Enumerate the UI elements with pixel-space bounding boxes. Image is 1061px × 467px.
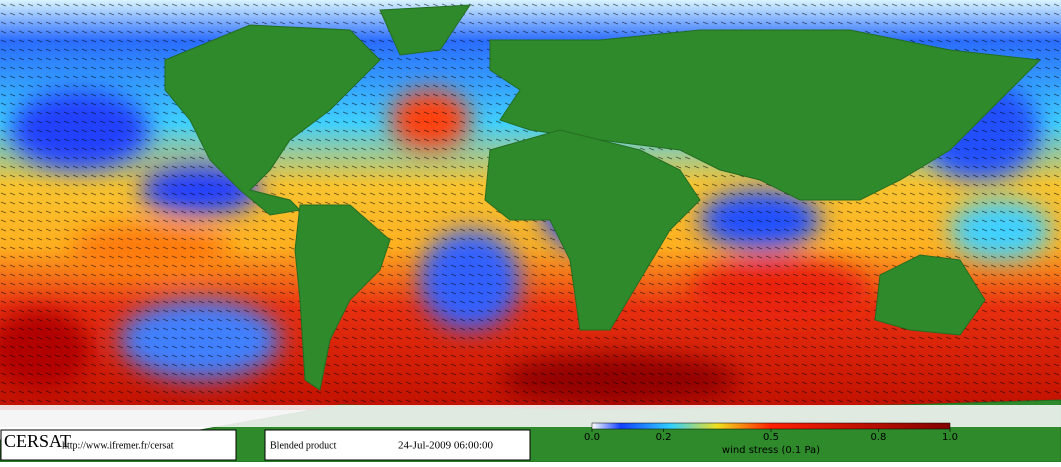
colorbar [591,422,951,430]
colorbar-tick-label: 1.0 [942,432,958,443]
sea-ice [0,405,1061,427]
colorbar-tick-label: 0.0 [584,432,600,443]
url: http://www.ifremer.fr/cersat [62,440,174,451]
logo-box [0,429,237,461]
product: Blended product [270,440,337,451]
colorbar-label: wind stress (0.1 Pa) [722,445,820,456]
colorbar-tick-label: 0.8 [870,432,886,443]
product-box [264,429,531,461]
date: 24-Jul-2009 06:00:00 [398,440,494,452]
colorbar-tick-label: 0.5 [763,432,779,443]
logo: CERSAT [4,431,71,451]
colorbar-tick-label: 0.2 [656,432,672,443]
